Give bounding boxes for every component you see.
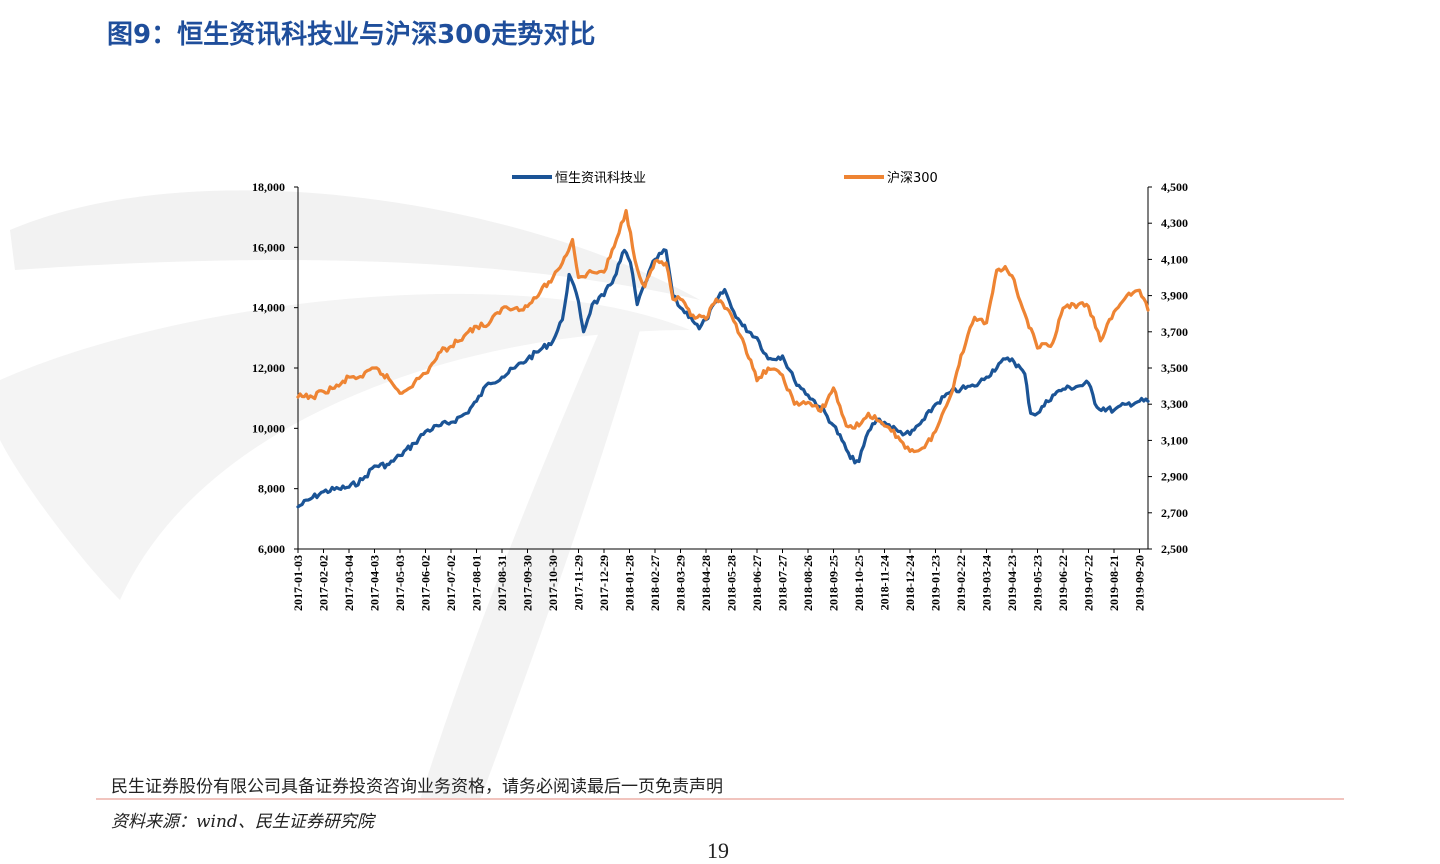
x-tick-label: 2018-11-24 — [878, 555, 892, 610]
x-tick-label: 2019-07-22 — [1082, 555, 1096, 611]
x-tick-label: 2018-09-25 — [827, 555, 841, 611]
x-tick-label: 2018-05-28 — [725, 555, 739, 611]
x-tick-label: 2017-04-03 — [368, 555, 382, 611]
x-tick-label: 2019-04-23 — [1005, 555, 1019, 611]
right-axis-ticks: 2,500 2,700 2,900 3,100 3,300 3,500 3,700 3,900… — [1148, 180, 1188, 556]
x-tick-label: 2017-07-02 — [444, 555, 458, 611]
legend-label-1: 沪深300 — [887, 170, 938, 186]
x-tick-label: 2017-08-31 — [495, 555, 509, 611]
x-tick-label: 2017-09-30 — [521, 555, 535, 611]
right-tick-label: 2,700 — [1161, 506, 1188, 520]
left-axis-ticks: 6,000 8,000 10,000 12,000 14,000 16,000 18,000 — [252, 180, 298, 556]
left-tick-label: 16,000 — [252, 240, 285, 254]
right-tick-label: 4,100 — [1161, 252, 1188, 266]
x-tick-label: 2017-03-04 — [342, 555, 356, 611]
x-tick-label: 2017-08-01 — [470, 555, 484, 611]
left-tick-label: 8,000 — [258, 482, 285, 496]
x-tick-label: 2017-01-03 — [291, 555, 305, 611]
left-tick-label: 12,000 — [252, 361, 285, 375]
x-axis-ticks: 2017-01-03 2017-02-02 2017-03-04 2017-04-03… — [291, 549, 1147, 611]
x-tick-label: 2019-09-20 — [1133, 555, 1147, 611]
x-tick-label: 2019-02-22 — [954, 555, 968, 611]
series-line-0 — [296, 248, 1150, 509]
page-number: 19 — [707, 838, 729, 863]
x-tick-label: 2018-08-26 — [801, 555, 815, 611]
x-tick-label: 2018-01-28 — [623, 555, 637, 611]
x-tick-label: 2019-01-23 — [929, 555, 943, 611]
right-tick-label: 4,500 — [1161, 180, 1188, 194]
right-tick-label: 4,300 — [1161, 216, 1188, 230]
x-tick-label: 2019-08-21 — [1107, 555, 1121, 611]
x-tick-label: 2018-04-28 — [699, 555, 713, 611]
series-layer — [296, 208, 1150, 509]
x-tick-label: 2018-07-27 — [776, 555, 790, 611]
x-tick-label: 2017-06-02 — [419, 555, 433, 611]
legend: 恒生资讯科技业 沪深300 — [512, 170, 938, 186]
right-tick-label: 3,700 — [1161, 325, 1188, 339]
x-tick-label: 2019-06-22 — [1056, 555, 1070, 611]
x-tick-label: 2017-10-30 — [546, 555, 560, 611]
legend-label-0: 恒生资讯科技业 — [555, 171, 646, 186]
left-tick-label: 18,000 — [252, 180, 285, 194]
x-tick-label: 2018-02-27 — [648, 555, 662, 611]
figure-title: 图9：恒生资讯科技业与沪深300走势对比 — [107, 20, 596, 50]
right-tick-label: 2,900 — [1161, 470, 1188, 484]
x-tick-label: 2018-10-25 — [852, 555, 866, 611]
series-line-1 — [296, 208, 1150, 454]
x-tick-label: 2019-05-23 — [1031, 555, 1045, 611]
right-tick-label: 3,500 — [1161, 361, 1188, 375]
footer-divider — [96, 798, 1344, 800]
right-tick-label: 2,500 — [1161, 542, 1188, 556]
left-tick-label: 10,000 — [252, 421, 285, 435]
x-tick-label: 2019-03-24 — [980, 555, 994, 611]
x-tick-label: 2018-12-24 — [903, 555, 917, 611]
disclaimer-text: 民生证券股份有限公司具备证券投资咨询业务资格，请务必阅读最后一页免责声明 — [111, 777, 723, 797]
x-tick-label: 2017-11-29 — [572, 555, 586, 610]
right-tick-label: 3,900 — [1161, 289, 1188, 303]
x-tick-label: 2017-05-03 — [393, 555, 407, 611]
x-tick-label: 2017-02-02 — [317, 555, 331, 611]
left-tick-label: 14,000 — [252, 301, 285, 315]
right-tick-label: 3,300 — [1161, 397, 1188, 411]
x-tick-label: 2018-06-27 — [750, 555, 764, 611]
right-tick-label: 3,100 — [1161, 433, 1188, 447]
x-tick-label: 2017-12-29 — [597, 555, 611, 611]
source-note: 资料来源：wind、民生证券研究院 — [111, 812, 374, 832]
left-tick-label: 6,000 — [258, 542, 285, 556]
x-tick-label: 2018-03-29 — [674, 555, 688, 611]
